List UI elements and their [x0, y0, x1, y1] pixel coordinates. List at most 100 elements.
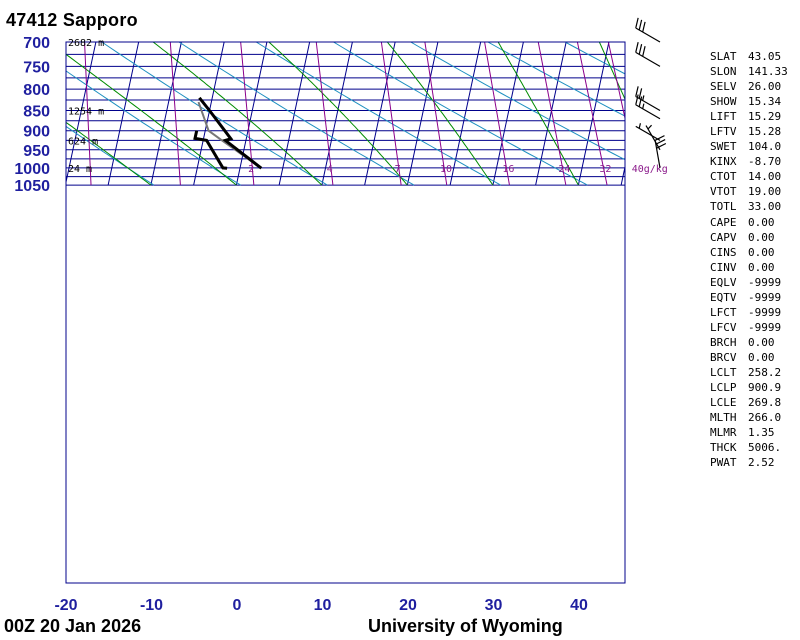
index-key: BRCH [710, 335, 737, 349]
index-value: 19.00 [748, 185, 782, 199]
mixing-ratio-label: 32 [599, 164, 611, 175]
index-value: 266.0 [748, 411, 782, 425]
temperature-tick-label: 0 [233, 597, 242, 614]
pressure-tick-label: 1050 [14, 178, 50, 195]
isotherm-line [193, 42, 225, 186]
height-label: 1254 m [68, 107, 104, 118]
index-key: LIFT [710, 110, 737, 124]
dry-adiabat [333, 42, 588, 186]
observation-time: 00Z 20 Jan 2026 [4, 616, 142, 636]
pressure-tick-label: 950 [23, 143, 50, 160]
index-key: THCK [710, 441, 737, 455]
wind-barb [654, 135, 667, 168]
index-key: MLTH [710, 411, 737, 425]
height-label: 624 m [68, 136, 98, 147]
index-value: 0.00 [748, 260, 775, 274]
index-row: BRCH 0.00 [710, 335, 788, 350]
isotherm-line [364, 42, 396, 186]
pressure-tick-label: 700 [23, 35, 50, 52]
height-label: 24 m [68, 164, 92, 175]
wind-barb [635, 17, 661, 43]
index-value: 2.52 [748, 456, 775, 470]
index-value: 269.8 [748, 396, 782, 410]
temperature-tick-label: 20 [399, 597, 417, 614]
index-row: SLAT 43.05 [710, 49, 788, 64]
dry-adiabat [178, 42, 415, 186]
index-value: -9999 [748, 305, 782, 319]
index-key: CINV [710, 260, 737, 274]
index-key: CAPE [710, 215, 737, 229]
mixing-ratio-label: 7 [395, 164, 401, 175]
plot-frame [65, 41, 626, 584]
isotherm-line [492, 42, 524, 186]
dry-adiabat [66, 70, 241, 186]
index-value: -9999 [748, 320, 782, 334]
mixing-ratio-label: 40g/kg [632, 164, 668, 175]
index-key: CAPV [710, 230, 737, 244]
index-row: PWAT 2.52 [710, 455, 788, 470]
index-value: 43.05 [748, 50, 782, 63]
mixing-ratio-line [315, 42, 334, 186]
mixing-ratio-line [380, 42, 402, 186]
pressure-tick-label: 900 [23, 124, 50, 141]
moist-adiabat [152, 42, 323, 186]
height-label: 2682 m [68, 38, 104, 49]
index-key: CTOT [710, 170, 737, 184]
index-value: -9999 [748, 275, 782, 289]
isotherm-line [107, 42, 140, 186]
mixing-ratio-line [484, 42, 510, 186]
index-key: EQTV [710, 290, 737, 304]
mixing-ratio-line [607, 42, 625, 121]
isotherm-line [235, 42, 268, 186]
index-key: LCLE [710, 396, 737, 410]
index-value: 141.33 [748, 65, 788, 79]
pressure-tick-label: 750 [23, 59, 50, 76]
index-row: MLTH 266.0 [710, 410, 788, 425]
index-row: EQTV -9999 [710, 290, 788, 305]
index-row: CTOT 14.00 [710, 169, 788, 184]
dry-adiabat [410, 42, 625, 161]
moist-adiabat [66, 121, 152, 186]
index-row: SWET 104.0 [710, 139, 788, 154]
index-value: 0.00 [748, 230, 775, 244]
pressure-tick-label: 800 [23, 82, 50, 99]
temperature-tick-label: -20 [54, 597, 77, 614]
index-row: CINS 0.00 [710, 245, 788, 260]
index-value: 14.00 [748, 170, 782, 184]
index-key: SLAT [710, 50, 737, 63]
moist-adiabat [497, 42, 579, 186]
index-row: VTOT 19.00 [710, 184, 788, 199]
index-value: 15.28 [748, 125, 782, 139]
index-value: -9999 [748, 290, 782, 304]
index-key: VTOT [710, 185, 737, 199]
index-key: SHOW [710, 95, 737, 109]
mixing-ratio-line [424, 42, 448, 186]
station-title: 47412 Sapporo [6, 10, 138, 30]
mixing-ratio-line [169, 42, 181, 186]
index-value: 258.2 [748, 365, 782, 379]
dry-adiabat [101, 42, 328, 186]
index-value: 1.35 [748, 426, 775, 440]
index-value: 900.9 [748, 381, 782, 395]
isotherm-line [577, 42, 610, 186]
data-source: University of Wyoming [368, 616, 563, 636]
index-value: 0.00 [748, 215, 775, 229]
isotherm-line [66, 42, 97, 185]
index-key: LFTV [710, 125, 737, 139]
index-row: LCLT 258.2 [710, 365, 788, 380]
index-row: LFCT -9999 [710, 305, 788, 320]
index-value: 33.00 [748, 200, 782, 214]
temperature-tick-label: 40 [570, 597, 588, 614]
mixing-ratio-label: 10 [440, 164, 452, 175]
mixing-ratio-line [537, 42, 567, 186]
index-key: LCLP [710, 381, 737, 395]
index-row: THCK 5006. [710, 440, 788, 455]
dry-adiabat [255, 42, 501, 186]
index-row: LFTV 15.28 [710, 124, 788, 139]
index-key: LFCT [710, 305, 737, 319]
isotherm-line [0, 42, 10, 185]
temperature-tick-label: 10 [314, 597, 332, 614]
isotherm-line [406, 42, 439, 186]
moist-adiabat [268, 42, 408, 186]
index-row: MLMR 1.35 [710, 425, 788, 440]
